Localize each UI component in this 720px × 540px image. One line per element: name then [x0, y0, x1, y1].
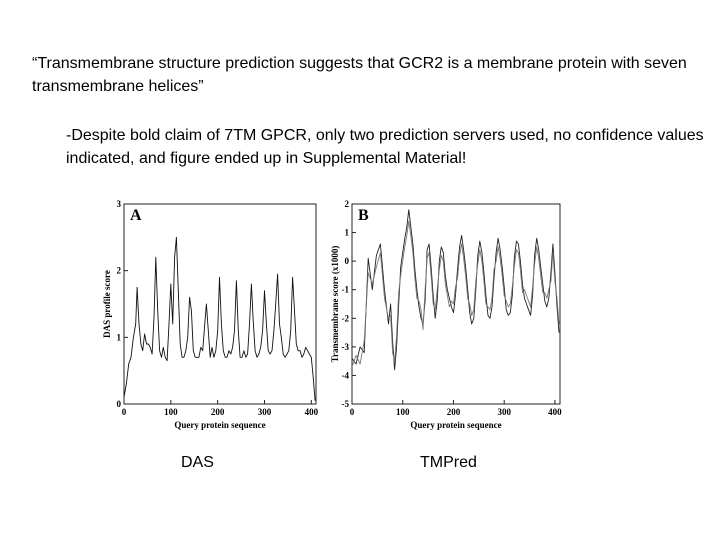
tmpred-x-tick-label: 200 [447, 407, 461, 417]
das-x-tick-label: 300 [258, 407, 272, 417]
tmpred-y-tick-label: -4 [342, 370, 350, 380]
tmpred-y-tick-label: -5 [342, 399, 350, 409]
quoted-claim: “Transmembrane structure prediction sugg… [32, 55, 687, 95]
tmpred-y-tick-label: -2 [342, 313, 350, 323]
panel-label-a: A [130, 207, 142, 224]
tmpred-x-tick-label: 0 [350, 407, 355, 417]
das-caption: DAS [181, 454, 214, 471]
tmpred-x-tick-label: 100 [396, 407, 410, 417]
das-y-tick-label: 3 [117, 199, 122, 209]
das-x-tick-label: 0 [122, 407, 127, 417]
tmpred-series-line [351, 209, 560, 371]
panel-label-b: B [358, 207, 369, 224]
das-y-tick-label: 0 [117, 399, 122, 409]
das-y-tick-label: 1 [117, 332, 122, 342]
tmpred-caption: TMPred [420, 454, 477, 471]
das-chart-panel: A DAS profile score Query protein sequen… [100, 196, 322, 440]
tmpred-y-tick-label: 1 [345, 228, 350, 238]
das-y-tick-label: 2 [117, 266, 122, 276]
tmpred-x-tick-label: 400 [548, 407, 562, 417]
das-x-axis-label: Query protein sequence [174, 420, 265, 430]
das-x-tick-label: 400 [305, 407, 319, 417]
das-series-line [123, 236, 316, 401]
critique-text: -Despite bold claim of 7TM GPCR, only tw… [66, 127, 704, 167]
tmpred-y-tick-label: -1 [342, 285, 350, 295]
das-plot-frame [123, 203, 317, 405]
tmpred-series-line [351, 220, 560, 368]
tmpred-x-tick-label: 300 [497, 407, 511, 417]
das-chart: A DAS profile score Query protein sequen… [102, 199, 319, 430]
tmpred-y-tick-label: 0 [345, 256, 350, 266]
das-x-tick-label: 200 [211, 407, 225, 417]
tmpred-y-axis-label: Transmembrane score (x1000) [330, 246, 340, 363]
tmpred-x-axis-label: Query protein sequence [410, 420, 501, 430]
das-x-tick-label: 100 [164, 407, 178, 417]
das-y-axis-label: DAS profile score [102, 270, 112, 338]
tmpred-y-tick-label: -3 [342, 342, 350, 352]
tmpred-y-tick-label: 2 [345, 199, 350, 209]
tmpred-chart-panel: B Transmembrane score (x1000) Query prot… [326, 196, 566, 440]
tmpred-plot-frame [351, 203, 561, 405]
tmpred-chart: B Transmembrane score (x1000) Query prot… [330, 199, 562, 430]
